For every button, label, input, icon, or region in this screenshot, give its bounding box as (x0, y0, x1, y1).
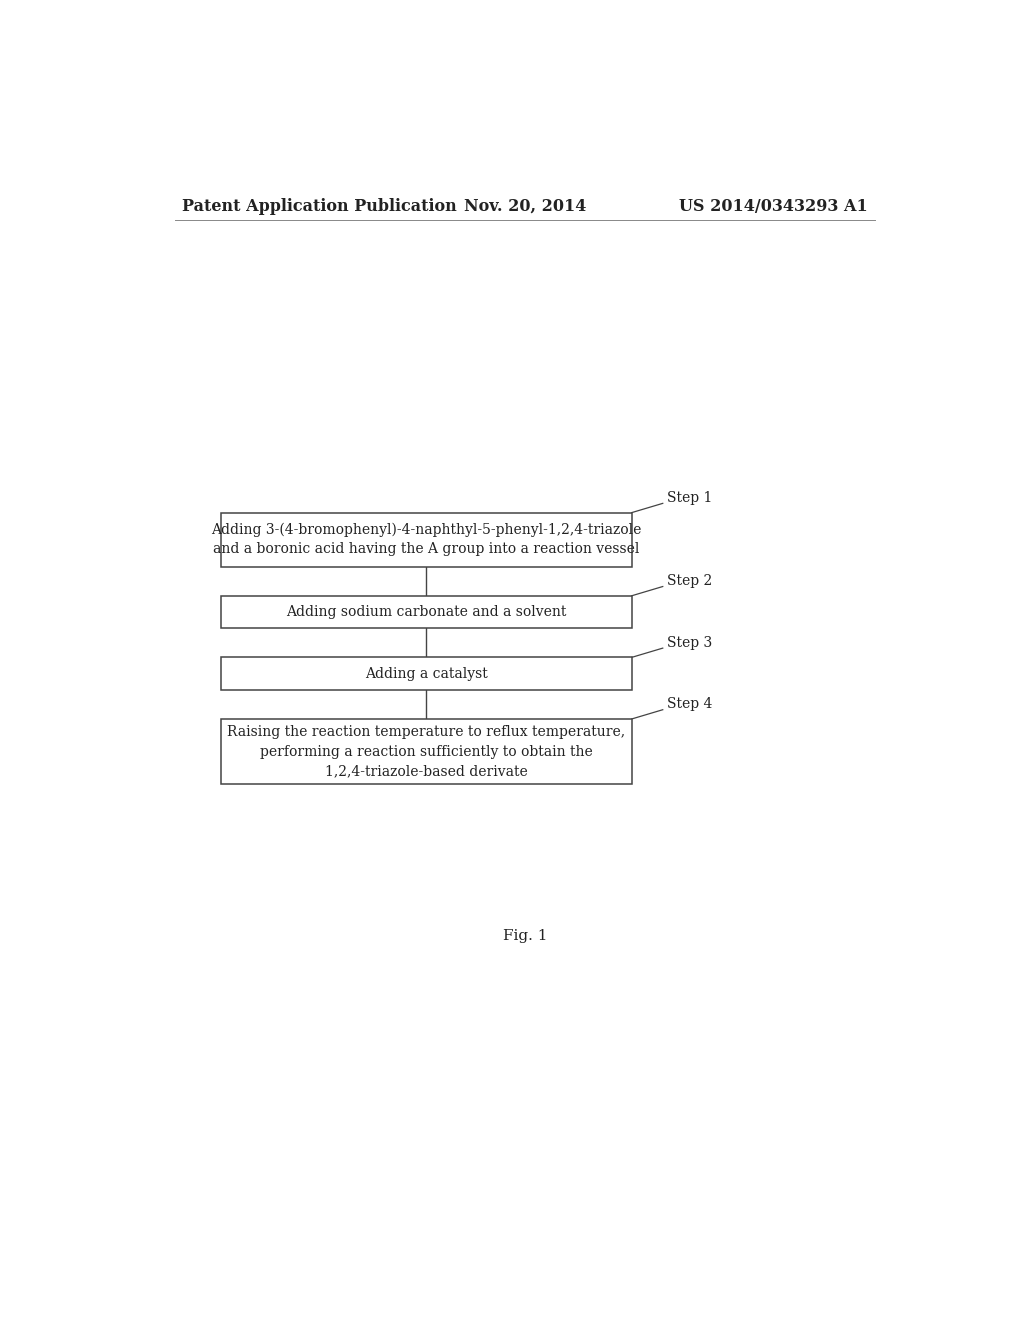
Text: Patent Application Publication: Patent Application Publication (182, 198, 457, 215)
Text: Raising the reaction temperature to reflux temperature,
performing a reaction su: Raising the reaction temperature to refl… (227, 725, 626, 779)
Text: Nov. 20, 2014: Nov. 20, 2014 (464, 198, 586, 215)
Text: Adding sodium carbonate and a solvent: Adding sodium carbonate and a solvent (286, 605, 566, 619)
Bar (221, 595, 632, 628)
Text: Step 3: Step 3 (667, 636, 712, 649)
Text: US 2014/0343293 A1: US 2014/0343293 A1 (679, 198, 867, 215)
Text: Step 1: Step 1 (667, 491, 712, 506)
Text: Fig. 1: Fig. 1 (503, 929, 547, 942)
Text: Adding a catalyst: Adding a catalyst (365, 667, 487, 681)
Text: Step 4: Step 4 (667, 697, 712, 711)
Text: Adding 3-(4-bromophenyl)-4-naphthyl-5-phenyl-1,2,4-triazole
and a boronic acid h: Adding 3-(4-bromophenyl)-4-naphthyl-5-ph… (211, 523, 642, 557)
Bar (221, 657, 632, 689)
Text: Step 2: Step 2 (667, 574, 712, 589)
Bar (221, 719, 632, 784)
Bar (221, 512, 632, 566)
